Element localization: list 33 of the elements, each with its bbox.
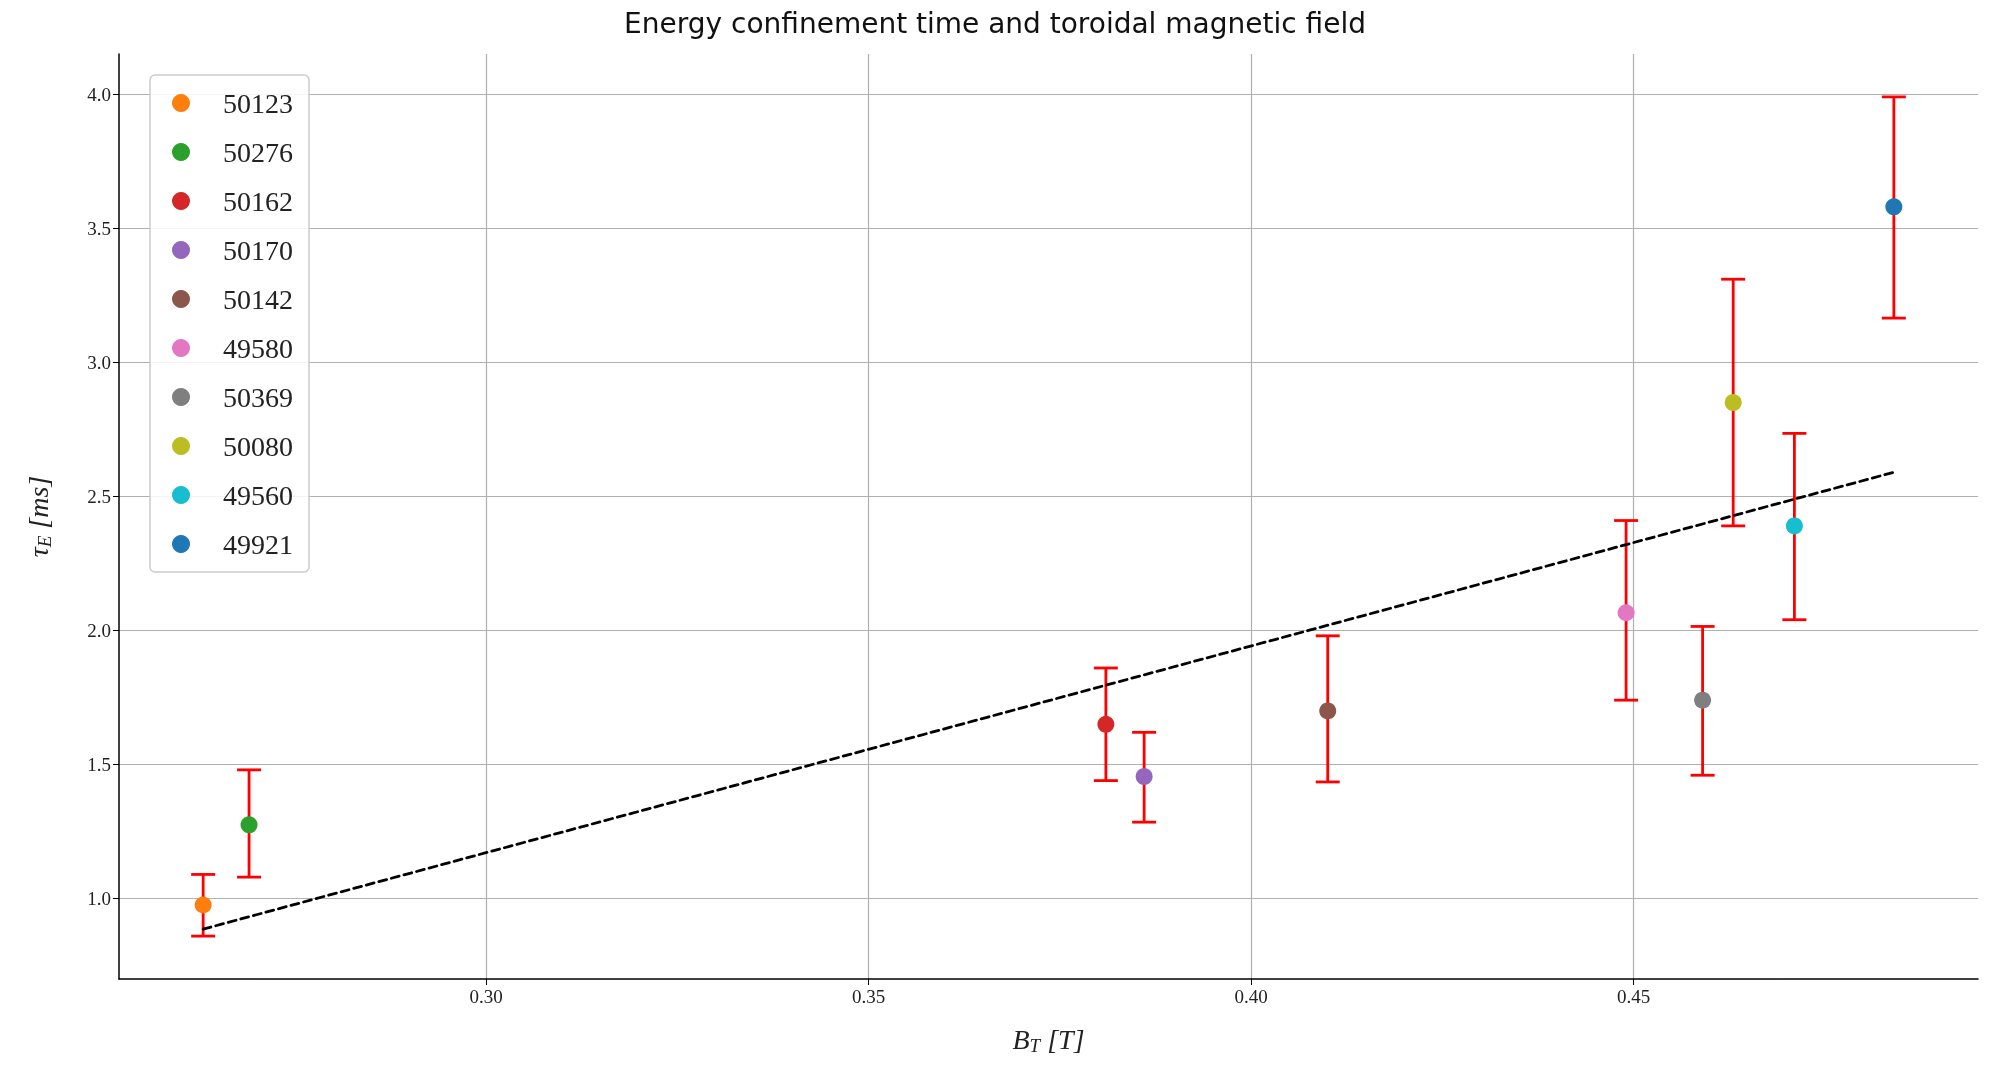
y-tick-label: 2.0	[87, 619, 111, 641]
point	[1694, 691, 1712, 709]
point	[240, 816, 258, 834]
x-tick-label: 0.30	[469, 986, 503, 1007]
y-tick-label: 2.5	[87, 485, 111, 507]
legend-label: 49560	[223, 479, 293, 511]
legend-label: 50142	[223, 283, 293, 315]
point	[1885, 198, 1903, 216]
x-tick-label: 0.40	[1234, 986, 1268, 1007]
y-tick-label: 3.0	[87, 351, 111, 373]
point	[1135, 768, 1153, 786]
legend-label: 50276	[223, 136, 293, 168]
legend-label: 50162	[223, 185, 293, 217]
x-tick-label: 0.35	[852, 986, 886, 1007]
y-tick-label: 3.5	[87, 217, 111, 239]
point	[194, 896, 212, 914]
legend-label: 50170	[223, 234, 293, 266]
point	[1785, 517, 1803, 535]
legend-label: 50369	[223, 381, 293, 413]
y-tick-label: 1.5	[87, 754, 111, 776]
point	[1097, 715, 1115, 733]
point	[1319, 702, 1337, 720]
point	[1724, 394, 1742, 412]
legend-label: 49580	[223, 332, 293, 364]
legend-label: 50080	[223, 430, 293, 462]
y-tick-label: 1.0	[87, 888, 111, 910]
legend-label: 50123	[223, 87, 293, 119]
x-tick-label: 0.45	[1617, 986, 1651, 1007]
chart-title: Energy confinement time and toroidal magnetic field	[624, 6, 1366, 40]
legend-label: 49921	[223, 528, 293, 560]
y-axis-title: τE [ms]	[23, 475, 55, 558]
y-tick-label: 4.0	[87, 83, 111, 105]
point	[1617, 604, 1635, 622]
